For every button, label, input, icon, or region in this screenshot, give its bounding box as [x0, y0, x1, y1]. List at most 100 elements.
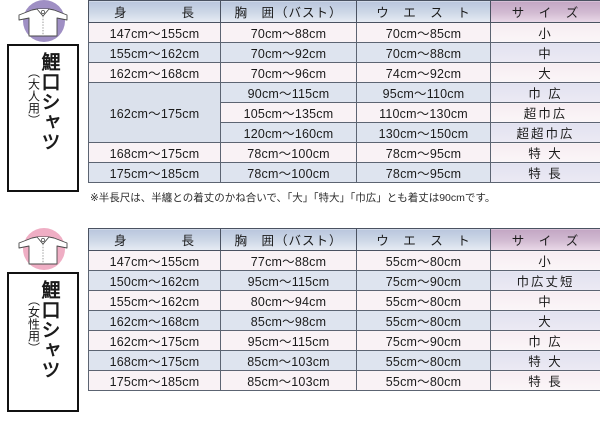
cell-size: 中 — [490, 290, 600, 311]
table-row: 175cm〜185cm 78cm〜100cm 78cm〜95cm 特 長 — [88, 162, 600, 183]
table-row: 105cm〜135cm 110cm〜130cm 超巾広 — [89, 102, 600, 123]
cell-size: 超巾広 — [490, 102, 600, 123]
table-row: 162cm〜168cm 70cm〜96cm 74cm〜92cm 大 — [88, 62, 600, 83]
size-section-women: 鯉口シャツ （女性用） 身 長 胸 囲（バスト） ウ エ ス ト サ イ ズ — [0, 228, 600, 426]
cell-size: 特 大 — [490, 350, 600, 371]
cell-waist: 70cm〜85cm — [356, 22, 491, 43]
table-row: 162cm〜175cm 95cm〜115cm 75cm〜90cm 巾 広 — [88, 330, 600, 351]
table-row: 162cm〜168cm 85cm〜98cm 55cm〜80cm 大 — [88, 310, 600, 331]
cell-height: 175cm〜185cm — [88, 370, 221, 391]
cell-waist: 75cm〜90cm — [356, 270, 491, 291]
product-name-adult: 鯉口シャツ — [38, 52, 60, 152]
cell-size: 巾 広 — [490, 330, 600, 351]
col-header-waist: ウ エ ス ト — [356, 0, 491, 23]
col-header-bust: 胸 囲（バスト） — [220, 228, 357, 251]
cell-waist: 110cm〜130cm — [356, 102, 491, 123]
cell-bust: 70cm〜88cm — [220, 22, 357, 43]
table-row: 120cm〜160cm 130cm〜150cm 超超巾広 — [89, 122, 600, 143]
cell-bust: 70cm〜92cm — [220, 42, 357, 63]
cell-height: 162cm〜175cm — [88, 330, 221, 351]
cell-bust: 105cm〜135cm — [220, 102, 357, 123]
shirt-glyph — [18, 236, 68, 265]
cell-bust: 85cm〜103cm — [220, 350, 357, 371]
cell-size: 小 — [490, 250, 600, 271]
table-header-row: 身 長 胸 囲（バスト） ウ エ ス ト サ イ ズ — [88, 228, 600, 251]
cell-height: 147cm〜155cm — [88, 22, 221, 43]
product-name-box-women: 鯉口シャツ （女性用） — [7, 272, 79, 412]
product-variant-women: （女性用） — [26, 294, 41, 354]
koiguchi-shirt-icon — [11, 0, 75, 44]
cell-waist: 55cm〜80cm — [356, 370, 491, 391]
col-header-waist: ウ エ ス ト — [356, 228, 491, 251]
table-header-row: 身 長 胸 囲（バスト） ウ エ ス ト サ イ ズ — [88, 0, 600, 23]
cell-bust: 85cm〜98cm — [220, 310, 357, 331]
cell-height: 150cm〜162cm — [88, 270, 221, 291]
col-header-size: サ イ ズ — [490, 0, 600, 23]
size-section-adult: 鯉口シャツ （大人用） 身 長 胸 囲（バスト） ウ エ ス ト サ イ ズ — [0, 0, 600, 204]
section-label-column-adult: 鯉口シャツ （大人用） — [0, 0, 86, 192]
cell-size: 大 — [490, 62, 600, 83]
cell-bust: 78cm〜100cm — [220, 142, 357, 163]
product-variant-adult: （大人用） — [26, 66, 41, 126]
cell-bust: 95cm〜115cm — [220, 270, 357, 291]
cell-height: 147cm〜155cm — [88, 250, 221, 271]
product-name-women: 鯉口シャツ — [38, 280, 60, 380]
cell-bust: 80cm〜94cm — [220, 290, 357, 311]
cell-height: 175cm〜185cm — [88, 162, 221, 183]
shirt-glyph — [18, 8, 68, 37]
size-table-women: 身 長 胸 囲（バスト） ウ エ ス ト サ イ ズ 147cm〜155cm 7… — [88, 228, 600, 391]
cell-height-merged: 162cm〜175cm — [88, 82, 221, 143]
table-row: 155cm〜162cm 70cm〜92cm 70cm〜88cm 中 — [88, 42, 600, 63]
col-header-size: サ イ ズ — [490, 228, 600, 251]
col-header-height: 身 長 — [88, 228, 221, 251]
cell-height: 155cm〜162cm — [88, 290, 221, 311]
table-row: 155cm〜162cm 80cm〜94cm 55cm〜80cm 中 — [88, 290, 600, 311]
koiguchi-shirt-icon — [11, 228, 75, 272]
cell-waist: 130cm〜150cm — [356, 122, 491, 143]
cell-bust: 120cm〜160cm — [220, 122, 357, 143]
cell-bust: 90cm〜115cm — [220, 82, 357, 103]
cell-bust: 78cm〜100cm — [220, 162, 357, 183]
cell-size: 巾 広 — [490, 82, 600, 103]
cell-height: 155cm〜162cm — [88, 42, 221, 63]
col-header-height: 身 長 — [88, 0, 221, 23]
cell-bust: 77cm〜88cm — [220, 250, 357, 271]
cell-bust: 95cm〜115cm — [220, 330, 357, 351]
table-row: 162cm〜175cm 90cm〜115cm 95cm〜110cm 巾 広 — [88, 82, 600, 143]
table-row: 147cm〜155cm 77cm〜88cm 55cm〜80cm 小 — [88, 250, 600, 271]
table-row: 150cm〜162cm 95cm〜115cm 75cm〜90cm 巾広丈短 — [88, 270, 600, 291]
table-row: 147cm〜155cm 70cm〜88cm 70cm〜85cm 小 — [88, 22, 600, 43]
cell-size: 特 大 — [490, 142, 600, 163]
table-row: 168cm〜175cm 85cm〜103cm 55cm〜80cm 特 大 — [88, 350, 600, 371]
table-note-adult: ※半長尺は、半纏との着丈のかね合いで、「大」「特大」「巾広」とも着丈は90cmで… — [90, 192, 496, 204]
cell-height: 162cm〜168cm — [88, 62, 221, 83]
cell-height: 162cm〜168cm — [88, 310, 221, 331]
cell-bust: 70cm〜96cm — [220, 62, 357, 83]
cell-waist: 55cm〜80cm — [356, 350, 491, 371]
product-name-box-adult: 鯉口シャツ （大人用） — [7, 44, 79, 192]
size-table-adult: 身 長 胸 囲（バスト） ウ エ ス ト サ イ ズ 147cm〜155cm 7… — [88, 0, 600, 183]
cell-size: 特 長 — [490, 162, 600, 183]
cell-waist: 74cm〜92cm — [356, 62, 491, 83]
cell-height: 168cm〜175cm — [88, 142, 221, 163]
cell-waist: 78cm〜95cm — [356, 142, 491, 163]
section-label-column-women: 鯉口シャツ （女性用） — [0, 228, 86, 412]
cell-size: 小 — [490, 22, 600, 43]
cell-waist: 55cm〜80cm — [356, 290, 491, 311]
cell-size: 特 長 — [490, 370, 600, 391]
cell-waist: 78cm〜95cm — [356, 162, 491, 183]
cell-waist: 75cm〜90cm — [356, 330, 491, 351]
cell-size: 巾広丈短 — [490, 270, 600, 291]
cell-size: 中 — [490, 42, 600, 63]
cell-waist: 70cm〜88cm — [356, 42, 491, 63]
cell-size: 超超巾広 — [490, 122, 600, 143]
cell-waist: 55cm〜80cm — [356, 310, 491, 331]
cell-waist: 55cm〜80cm — [356, 250, 491, 271]
cell-size: 大 — [490, 310, 600, 331]
cell-waist: 95cm〜110cm — [356, 82, 491, 103]
table-row: 175cm〜185cm 85cm〜103cm 55cm〜80cm 特 長 — [88, 370, 600, 391]
col-header-bust: 胸 囲（バスト） — [220, 0, 357, 23]
table-row: 168cm〜175cm 78cm〜100cm 78cm〜95cm 特 大 — [88, 142, 600, 163]
cell-height: 168cm〜175cm — [88, 350, 221, 371]
